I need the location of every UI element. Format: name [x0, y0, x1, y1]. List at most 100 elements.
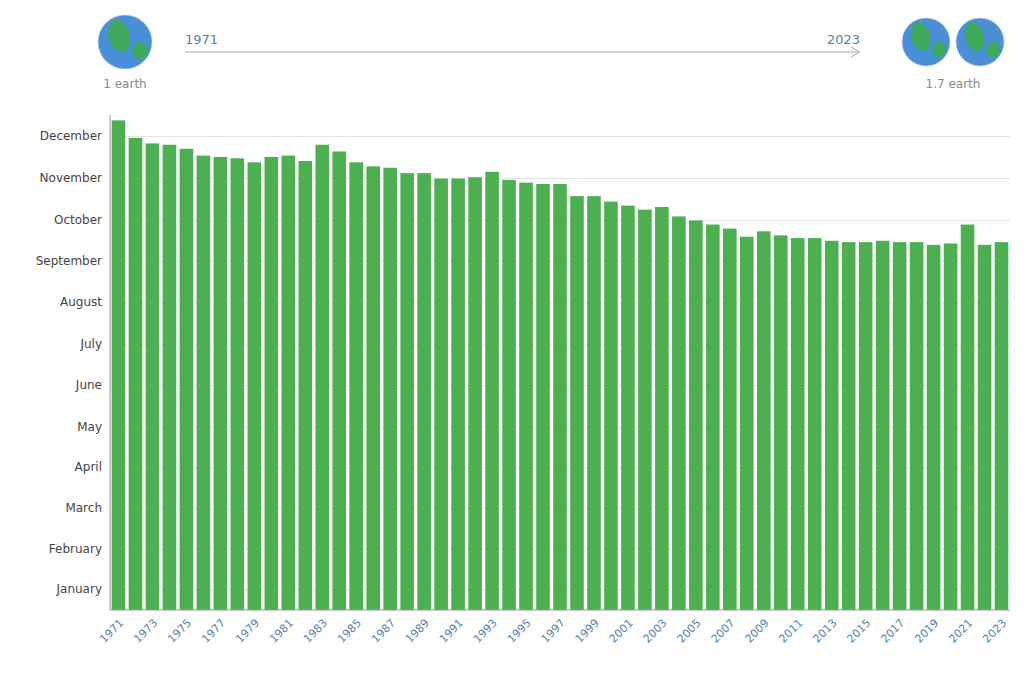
bar — [825, 241, 839, 610]
bar — [791, 238, 805, 610]
x-tick-label: 1993 — [471, 617, 500, 646]
globe — [98, 15, 152, 69]
y-tick-label: September — [36, 254, 102, 268]
bar — [638, 210, 652, 610]
bar — [129, 138, 143, 610]
globe-ocean — [902, 18, 950, 66]
bar — [621, 206, 635, 610]
y-tick-label: November — [40, 171, 102, 185]
bar — [349, 162, 363, 610]
bar — [282, 156, 296, 610]
bar — [910, 242, 924, 610]
x-tick-label: 2015 — [844, 617, 873, 646]
bar — [723, 229, 737, 610]
x-tick-label: 2013 — [810, 617, 839, 646]
bar — [502, 180, 516, 610]
x-tick-label: 1979 — [233, 617, 262, 646]
bar — [163, 145, 177, 610]
bar — [485, 172, 499, 610]
y-axis-line — [110, 115, 111, 610]
bar — [876, 241, 890, 610]
y-tick-label: February — [49, 542, 102, 556]
bar — [519, 183, 533, 610]
bar — [298, 161, 312, 610]
annotation: 1.7 earth — [926, 77, 981, 91]
bar — [961, 225, 975, 610]
bar — [400, 173, 414, 610]
chart: JanuaryFebruaryMarchAprilMayJuneJulyAugu… — [0, 0, 1035, 680]
x-tick-label: 1995 — [505, 617, 534, 646]
globe-continent — [908, 20, 934, 53]
x-tick-label: 2005 — [675, 617, 704, 646]
bar — [383, 168, 397, 610]
globe-continent — [962, 20, 988, 53]
bar — [265, 157, 279, 610]
globe-outline — [956, 18, 1004, 66]
bar — [706, 225, 720, 610]
grid-line — [110, 178, 1010, 179]
bar — [859, 242, 873, 610]
arrow-head — [851, 47, 860, 57]
x-tick-label: 1973 — [131, 617, 160, 646]
bars — [112, 120, 1009, 610]
bar — [366, 166, 380, 610]
bar — [893, 242, 907, 610]
globe-ocean — [956, 18, 1004, 66]
y-tick-label: January — [56, 582, 103, 596]
bar — [689, 220, 703, 610]
bar — [944, 243, 958, 610]
bar — [315, 145, 329, 610]
bar — [672, 216, 686, 610]
bar — [112, 120, 126, 610]
bar — [417, 173, 431, 610]
x-tick-label: 2019 — [912, 617, 941, 646]
globe-land — [105, 17, 149, 61]
y-tick-label: December — [40, 129, 102, 143]
bar — [553, 184, 567, 610]
bar — [197, 156, 211, 610]
y-tick-label: October — [54, 213, 102, 227]
x-tick-label: 1983 — [301, 617, 330, 646]
globe-continent — [985, 41, 1001, 59]
annotation: 1 earth — [103, 77, 146, 91]
bar — [655, 207, 669, 610]
bar — [604, 202, 618, 610]
annotation: 1971 — [185, 32, 218, 47]
globe-continent — [131, 41, 149, 61]
bar — [570, 196, 584, 610]
bar — [842, 242, 856, 610]
bar — [180, 149, 194, 610]
y-tick-label: May — [77, 420, 102, 434]
x-axis-line — [110, 610, 1010, 611]
x-tick-label: 2017 — [878, 617, 907, 646]
globe — [956, 18, 1004, 66]
bar — [587, 196, 601, 610]
globe-land — [908, 20, 947, 59]
bar — [434, 179, 448, 610]
bar — [214, 157, 228, 610]
bar — [995, 242, 1009, 610]
bar — [451, 179, 465, 610]
bar — [808, 238, 822, 610]
arrow-line — [185, 52, 858, 53]
bar — [231, 158, 245, 610]
bar — [536, 184, 550, 610]
grid-line — [110, 136, 1010, 137]
x-tick-label: 2003 — [641, 617, 670, 646]
y-ticks: JanuaryFebruaryMarchAprilMayJuneJulyAugu… — [36, 129, 103, 596]
globe-outline — [98, 15, 152, 69]
globe-outline — [902, 18, 950, 66]
x-tick-label: 1987 — [369, 617, 398, 646]
bar — [332, 152, 346, 610]
x-tick-label: 1981 — [267, 617, 296, 646]
globe-ocean — [98, 15, 152, 69]
bar — [978, 245, 992, 610]
x-tick-label: 1999 — [573, 617, 602, 646]
bar — [757, 231, 771, 610]
x-tick-label: 2001 — [607, 617, 636, 646]
x-tick-label: 2007 — [709, 617, 738, 646]
y-tick-label: June — [75, 378, 102, 392]
bar — [927, 245, 941, 610]
x-tick-label: 1977 — [199, 617, 228, 646]
globe-continent — [105, 17, 134, 54]
